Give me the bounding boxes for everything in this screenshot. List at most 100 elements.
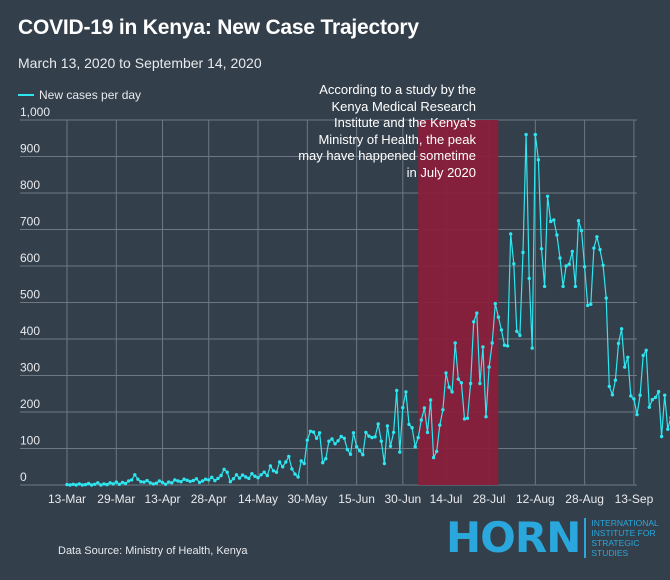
data-point — [345, 447, 350, 452]
chart-title: COVID-19 in Kenya: New Case Trajectory — [18, 16, 419, 39]
data-point — [302, 461, 306, 466]
data-point — [570, 249, 574, 254]
data-point — [431, 455, 436, 460]
data-point — [197, 480, 202, 485]
data-point — [200, 479, 205, 483]
data-point — [130, 478, 134, 482]
data-point — [173, 478, 177, 482]
data-point — [114, 480, 119, 484]
data-point — [317, 431, 322, 435]
data-point — [376, 422, 380, 426]
data-point — [382, 461, 387, 466]
data-point — [96, 481, 100, 485]
data-point — [259, 473, 263, 477]
data-point — [552, 218, 556, 222]
data-point — [521, 250, 525, 255]
y-tick-label: 500 — [20, 288, 40, 302]
data-point — [592, 246, 596, 250]
data-point — [515, 329, 519, 333]
data-point — [558, 256, 562, 260]
data-point — [567, 262, 571, 266]
data-point — [222, 467, 226, 471]
data-point — [435, 449, 439, 454]
data-point — [663, 393, 667, 397]
data-point — [111, 482, 115, 486]
data-point — [182, 477, 186, 481]
data-point — [502, 343, 507, 347]
data-point — [518, 333, 522, 338]
data-point — [595, 235, 599, 239]
data-point — [102, 482, 106, 486]
data-point — [524, 132, 528, 137]
x-tick-label: 28-Jul — [473, 492, 506, 506]
data-point — [465, 416, 470, 420]
data-point — [478, 381, 482, 386]
data-point — [499, 328, 504, 332]
y-tick-label: 0 — [20, 470, 27, 484]
data-point — [244, 475, 248, 479]
data-point — [299, 459, 303, 463]
data-point — [401, 405, 405, 410]
data-point — [564, 264, 568, 268]
data-point — [385, 424, 390, 428]
logo-line: INSTITUTE FOR — [591, 528, 656, 538]
data-point — [459, 381, 464, 385]
data-point — [487, 365, 491, 369]
y-tick-label: 700 — [20, 215, 40, 229]
data-point — [505, 344, 510, 348]
data-point — [342, 436, 346, 440]
data-point — [348, 452, 353, 456]
data-point — [481, 345, 485, 349]
data-point — [250, 472, 254, 476]
data-point — [305, 438, 309, 442]
logo-tagline: INTERNATIONAL INSTITUTE FOR STRATEGIC ST… — [591, 518, 670, 558]
data-point — [191, 478, 195, 483]
data-point — [656, 389, 661, 394]
data-point — [170, 481, 174, 485]
logo-line: INTERNATIONAL — [591, 518, 659, 528]
data-point — [234, 473, 239, 477]
data-point — [364, 430, 368, 435]
logo-wordmark: HORN — [446, 513, 581, 562]
data-point — [188, 479, 192, 484]
y-tick-label: 100 — [20, 434, 40, 448]
data-point — [333, 442, 337, 446]
x-tick-label: 30-Jun — [384, 492, 421, 506]
y-tick-label: 400 — [20, 324, 40, 338]
data-point — [157, 479, 162, 483]
data-point — [268, 464, 273, 468]
data-point — [213, 478, 217, 483]
data-point — [388, 444, 393, 448]
data-point — [659, 434, 664, 439]
data-point — [148, 481, 152, 485]
data-point — [336, 439, 340, 443]
x-tick-label: 30-May — [287, 492, 327, 506]
data-point — [453, 341, 457, 345]
data-point — [207, 478, 211, 482]
peak-annotation: According to a study by the Kenya Medica… — [298, 82, 476, 180]
data-point — [83, 482, 88, 487]
data-point — [610, 393, 615, 397]
data-point — [361, 453, 365, 457]
data-point — [284, 460, 288, 464]
data-point — [413, 445, 417, 449]
data-point — [179, 480, 183, 484]
x-tick-label: 13-Sep — [615, 492, 654, 506]
data-point — [579, 228, 584, 233]
data-point — [99, 483, 103, 487]
x-tick-label: 14-Jul — [430, 492, 463, 506]
data-point — [635, 412, 639, 417]
y-tick-label: 900 — [20, 142, 40, 156]
data-point — [281, 465, 285, 469]
data-point — [247, 476, 251, 481]
legend: New cases per day — [18, 88, 141, 102]
data-point — [545, 194, 550, 198]
y-tick-label: 300 — [20, 361, 40, 375]
data-point — [450, 390, 454, 394]
data-point — [428, 398, 433, 402]
data-point — [308, 429, 313, 433]
data-point — [370, 435, 374, 440]
data-point — [647, 405, 651, 409]
data-source: Data Source: Ministry of Health, Kenya — [58, 545, 248, 557]
data-point — [311, 430, 316, 434]
